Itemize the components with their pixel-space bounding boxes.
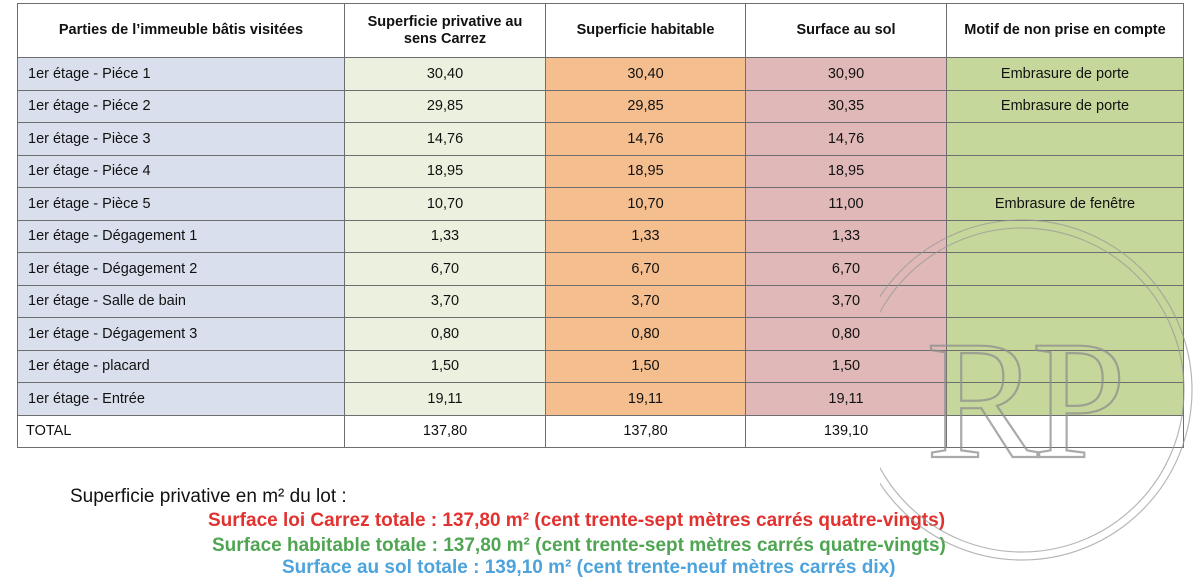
cell-sol: 30,35 bbox=[745, 89, 947, 123]
cell-habitable: 137,80 bbox=[545, 414, 746, 448]
cell-sol: 1,33 bbox=[745, 219, 947, 253]
cell-motif: Embrasure de porte bbox=[946, 89, 1184, 123]
cell-carrez: 6,70 bbox=[344, 252, 546, 286]
table-row: 1er étage - Piéce 4 18,95 18,95 18,95 bbox=[17, 154, 1184, 188]
cell-motif bbox=[946, 382, 1184, 416]
cell-carrez: 137,80 bbox=[344, 414, 546, 448]
cell-carrez: 3,70 bbox=[344, 284, 546, 318]
cell-motif bbox=[946, 284, 1184, 318]
cell-habitable: 1,50 bbox=[545, 349, 746, 383]
cell-sol: 0,80 bbox=[745, 317, 947, 351]
cell-parties: 1er étage - Salle de bain bbox=[17, 284, 345, 318]
surface-table: Parties de l’immeuble bâtis visitées Sup… bbox=[17, 3, 1184, 448]
cell-parties: 1er étage - Piéce 1 bbox=[17, 57, 345, 91]
table-row: 1er étage - Piéce 2 29,85 29,85 30,35 Embras… bbox=[17, 89, 1184, 123]
cell-habitable: 6,70 bbox=[545, 252, 746, 286]
cell-habitable: 10,70 bbox=[545, 187, 746, 221]
table-row: 1er étage - placard 1,50 1,50 1,50 bbox=[17, 349, 1184, 383]
cell-habitable: 14,76 bbox=[545, 122, 746, 156]
header-habitable: Superficie habitable bbox=[545, 3, 746, 58]
summary-label: Superficie privative en m² du lot : bbox=[70, 486, 347, 507]
cell-parties: 1er étage - Dégagement 3 bbox=[17, 317, 345, 351]
cell-habitable: 30,40 bbox=[545, 57, 746, 91]
cell-habitable: 3,70 bbox=[545, 284, 746, 318]
cell-carrez: 19,11 bbox=[344, 382, 546, 416]
cell-motif bbox=[946, 349, 1184, 383]
cell-sol: 19,11 bbox=[745, 382, 947, 416]
cell-parties: 1er étage - Entrée bbox=[17, 382, 345, 416]
header-carrez: Superficie privative au sens Carrez bbox=[344, 3, 546, 58]
cell-carrez: 30,40 bbox=[344, 57, 546, 91]
cell-sol: 30,90 bbox=[745, 57, 947, 91]
cell-carrez: 1,33 bbox=[344, 219, 546, 253]
header-motif: Motif de non prise en compte bbox=[946, 3, 1184, 58]
cell-motif: Embrasure de fenêtre bbox=[946, 187, 1184, 221]
cell-sol: 18,95 bbox=[745, 154, 947, 188]
table-row: 1er étage - Dégagement 2 6,70 6,70 6,70 bbox=[17, 252, 1184, 286]
table-row: 1er étage - Piéce 1 30,40 30,40 30,90 Embras… bbox=[17, 57, 1184, 91]
table-row: 1er étage - Dégagement 3 0,80 0,80 0,80 bbox=[17, 317, 1184, 351]
table-header-row: Parties de l’immeuble bâtis visitées Sup… bbox=[17, 3, 1184, 58]
cell-motif bbox=[946, 219, 1184, 253]
cell-sol: 1,50 bbox=[745, 349, 947, 383]
header-sol: Surface au sol bbox=[745, 3, 947, 58]
cell-habitable: 0,80 bbox=[545, 317, 746, 351]
header-parties: Parties de l’immeuble bâtis visitées bbox=[17, 3, 345, 58]
table-row: 1er étage - Salle de bain 3,70 3,70 3,70 bbox=[17, 284, 1184, 318]
cell-parties: 1er étage - Dégagement 1 bbox=[17, 219, 345, 253]
cell-sol: 3,70 bbox=[745, 284, 947, 318]
cell-carrez: 29,85 bbox=[344, 89, 546, 123]
cell-habitable: 1,33 bbox=[545, 219, 746, 253]
cell-parties: 1er étage - Dégagement 2 bbox=[17, 252, 345, 286]
cell-parties: 1er étage - Piéce 2 bbox=[17, 89, 345, 123]
cell-carrez: 0,80 bbox=[344, 317, 546, 351]
summary-sol: Surface au sol totale : 139,10 m² (cent … bbox=[282, 557, 896, 578]
cell-parties: 1er étage - Pièce 3 bbox=[17, 122, 345, 156]
cell-parties: 1er étage - Pièce 5 bbox=[17, 187, 345, 221]
summary-habitable: Surface habitable totale : 137,80 m² (ce… bbox=[212, 535, 946, 556]
table-row: 1er étage - Entrée 19,11 19,11 19,11 bbox=[17, 382, 1184, 416]
cell-habitable: 29,85 bbox=[545, 89, 746, 123]
summary-carrez: Surface loi Carrez totale : 137,80 m² (c… bbox=[208, 510, 946, 531]
cell-motif bbox=[946, 154, 1184, 188]
table-row: 1er étage - Pièce 3 14,76 14,76 14,76 bbox=[17, 122, 1184, 156]
cell-sol: 14,76 bbox=[745, 122, 947, 156]
cell-sol: 139,10 bbox=[745, 414, 947, 448]
cell-carrez: 18,95 bbox=[344, 154, 546, 188]
cell-motif bbox=[946, 252, 1184, 286]
cell-motif: Embrasure de porte bbox=[946, 57, 1184, 91]
cell-motif bbox=[946, 414, 1184, 448]
table-row: 1er étage - Dégagement 1 1,33 1,33 1,33 bbox=[17, 219, 1184, 253]
cell-sol: 6,70 bbox=[745, 252, 947, 286]
cell-habitable: 19,11 bbox=[545, 382, 746, 416]
table-body: 1er étage - Piéce 1 30,40 30,40 30,90 Embras… bbox=[17, 57, 1184, 448]
cell-motif bbox=[946, 122, 1184, 156]
cell-parties: 1er étage - placard bbox=[17, 349, 345, 383]
cell-carrez: 1,50 bbox=[344, 349, 546, 383]
cell-parties: TOTAL bbox=[17, 414, 345, 448]
cell-sol: 11,00 bbox=[745, 187, 947, 221]
cell-habitable: 18,95 bbox=[545, 154, 746, 188]
table-row: 1er étage - Pièce 5 10,70 10,70 11,00 Embras… bbox=[17, 187, 1184, 221]
cell-carrez: 14,76 bbox=[344, 122, 546, 156]
cell-motif bbox=[946, 317, 1184, 351]
cell-parties: 1er étage - Piéce 4 bbox=[17, 154, 345, 188]
cell-carrez: 10,70 bbox=[344, 187, 546, 221]
total-row: TOTAL 137,80 137,80 139,10 bbox=[17, 414, 1184, 448]
